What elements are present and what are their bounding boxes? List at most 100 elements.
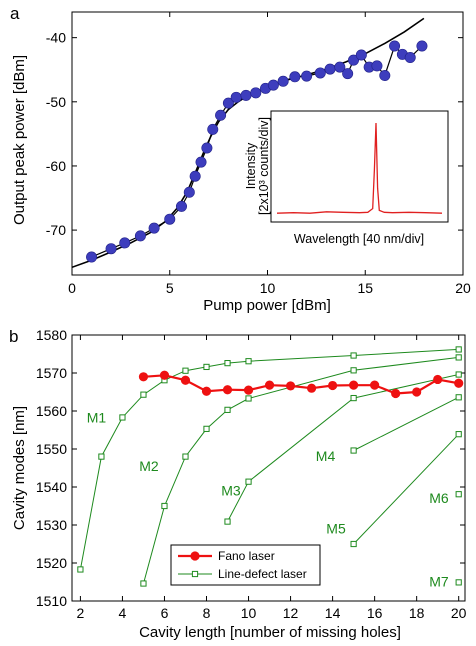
data-point <box>301 70 313 82</box>
y-tick-label: 1570 <box>36 365 67 381</box>
panel-b-frame <box>71 334 466 602</box>
data-point <box>189 170 201 182</box>
panel-b-label: b <box>9 327 18 346</box>
fano-point <box>159 370 170 380</box>
data-point <box>195 156 207 168</box>
panel-b: b 2 4 6 8 10 12 14 16 18 20 1510 1520 1530 1540 1550 15… <box>9 327 467 641</box>
fano-point <box>138 372 149 382</box>
line-defect-point <box>455 431 462 438</box>
inset-y-axis-label-line1: Intensity <box>244 142 258 189</box>
fano-point <box>349 380 359 390</box>
data-point <box>250 87 262 99</box>
fano-point <box>264 380 275 390</box>
inset-spectrum-line <box>276 122 443 214</box>
fano-point <box>370 380 380 390</box>
line-defect-point <box>350 352 357 359</box>
fano-point <box>222 385 233 395</box>
data-point <box>134 230 146 242</box>
x-tick-label: 16 <box>367 605 383 621</box>
line-defect-point <box>224 406 231 413</box>
data-point <box>289 71 301 83</box>
line-defect-point <box>203 425 210 432</box>
legend-fano-dot <box>190 551 200 561</box>
data-point <box>240 89 252 101</box>
line-defect-point <box>455 394 462 401</box>
fano-point <box>412 387 422 397</box>
line-defect-point <box>119 414 126 421</box>
spectrum-line <box>276 122 443 214</box>
data-point <box>371 60 383 72</box>
panel-a-ticks: 0 5 10 15 20 -70 -60 -50 -40 <box>46 12 471 296</box>
data-point <box>355 49 367 61</box>
legend-line-defect-marker <box>178 570 212 578</box>
legend: Fano laser Line-defect laser <box>170 544 321 586</box>
y-tick-label: -50 <box>46 94 66 110</box>
fano-point <box>433 374 443 385</box>
data-point <box>215 109 227 121</box>
x-tick-label: 0 <box>68 280 76 296</box>
x-tick-label: 15 <box>357 280 373 296</box>
x-tick-label: 8 <box>203 605 211 621</box>
fano-point <box>285 381 296 391</box>
x-tick-label: 20 <box>455 280 471 296</box>
line-defect-point <box>77 566 84 573</box>
line-defect-curve-m4 <box>353 396 459 451</box>
data-point <box>175 200 187 212</box>
line-defect-point <box>224 518 231 525</box>
fano-point <box>327 380 338 391</box>
mode-label-m1: M1 <box>87 409 107 425</box>
mode-label-m5: M5 <box>326 520 346 536</box>
data-point <box>86 251 98 263</box>
line-defect-point <box>224 360 231 367</box>
y-tick-label: -60 <box>46 158 66 174</box>
panel-b-ticks: 2 4 6 8 10 12 14 16 18 20 1510 1520 1530 1540 1550 1560… <box>36 327 467 621</box>
line-defect-point <box>455 371 462 378</box>
data-point <box>207 123 219 135</box>
fano-point <box>391 388 401 399</box>
line-defect-curve-m3 <box>227 374 459 522</box>
line-defect-curve-m5 <box>353 433 460 545</box>
panel-a-x-axis-label: Pump power [dBm] <box>203 297 331 314</box>
line-defect-curve-m2 <box>143 356 459 584</box>
panel-b-line-defect-series <box>77 346 462 587</box>
legend-line-defect-label: Line-defect laser <box>218 567 307 581</box>
y-tick-label: 1530 <box>36 517 67 533</box>
data-point <box>148 222 160 234</box>
mode-label-m4: M4 <box>316 448 336 464</box>
mode-label-m3: M3 <box>221 482 241 498</box>
data-point <box>314 67 326 79</box>
y-tick-label: -40 <box>46 30 66 46</box>
y-tick-label: 1540 <box>36 479 67 495</box>
line-defect-point <box>245 395 252 402</box>
panel-b-fano-series <box>138 370 464 399</box>
inset-frame <box>270 110 449 223</box>
legend-fano-label: Fano laser <box>218 549 275 563</box>
data-point <box>389 40 401 52</box>
mode-label-m2: M2 <box>139 458 159 474</box>
data-point <box>404 52 416 64</box>
x-tick-label: 20 <box>451 605 467 621</box>
inset-y-axis-label-line2: [2x10³ counts/div] <box>257 117 271 215</box>
line-defect-point <box>350 367 357 374</box>
data-point <box>267 79 279 91</box>
y-tick-label: 1560 <box>36 403 67 419</box>
x-tick-label: 14 <box>325 605 341 621</box>
y-tick-label: 1580 <box>36 327 67 343</box>
legend-ld-square <box>191 570 199 578</box>
line-defect-point <box>182 453 189 460</box>
data-point <box>105 243 117 255</box>
data-point <box>222 97 234 109</box>
data-point <box>119 237 131 249</box>
data-point <box>183 186 195 198</box>
data-point <box>324 63 336 75</box>
panel-b-mode-labels: M1 M2 M3 M4 M5 M6 M7 <box>87 409 449 589</box>
y-tick-label: 1520 <box>36 555 67 571</box>
data-point <box>416 40 428 52</box>
line-defect-point <box>350 447 357 454</box>
fano-point <box>306 383 317 393</box>
panel-a-data-points <box>86 40 428 263</box>
mode-label-m7: M7 <box>429 574 449 590</box>
fano-point <box>454 378 464 388</box>
data-point <box>277 75 289 87</box>
